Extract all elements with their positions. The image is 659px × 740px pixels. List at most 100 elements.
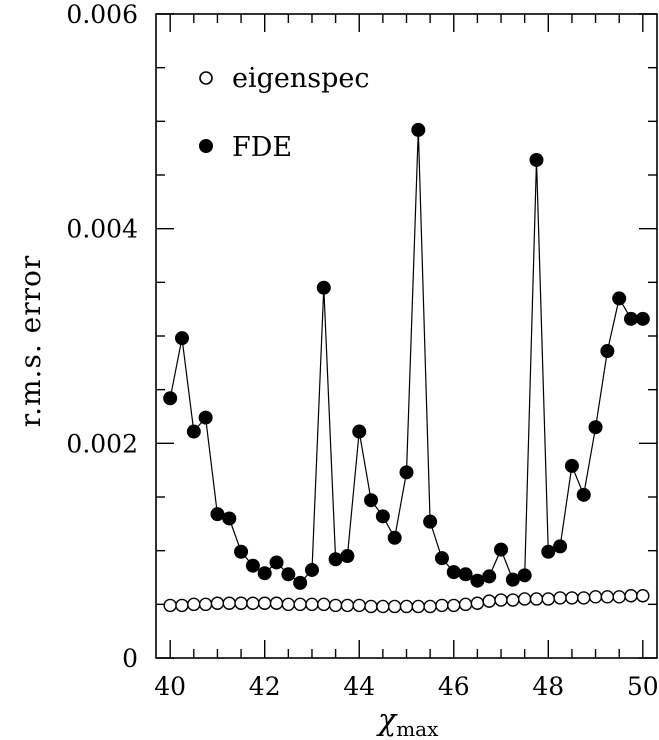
eigenspec-point — [387, 599, 402, 614]
eigenspec-point — [458, 597, 473, 612]
fde-point — [411, 122, 426, 137]
fde-line — [169, 129, 643, 584]
y-tick-label: 0.004 — [66, 215, 138, 244]
eigenspec-point — [411, 599, 426, 614]
eigenspec-point — [175, 598, 189, 613]
fde-point — [612, 291, 627, 306]
x-tick-label: 48 — [532, 672, 564, 701]
eigenspec-point — [612, 590, 626, 604]
fde-point — [529, 152, 544, 167]
eigenspec-point — [352, 598, 366, 613]
legend-marker-fde — [199, 139, 213, 153]
fde-point — [553, 539, 568, 554]
y-tick-label: 0.002 — [66, 429, 138, 458]
fde-point — [316, 280, 331, 295]
fde-point — [470, 573, 485, 588]
eigenspec-point — [577, 591, 591, 605]
fde-point — [234, 544, 249, 559]
plot-border — [155, 13, 658, 659]
x-tick-label: 50 — [627, 672, 659, 701]
eigenspec-point — [234, 596, 248, 610]
eigenspec-point — [541, 592, 555, 606]
fde-point — [434, 551, 449, 566]
x-tick-label: 46 — [438, 672, 470, 701]
axis-ticks — [156, 13, 657, 659]
eigenspec-point — [305, 597, 319, 612]
legend-marker-eigenspec — [199, 71, 213, 85]
fde-point — [387, 530, 402, 545]
x-axis-label-symbol: χ — [376, 703, 398, 738]
fde-point — [269, 555, 284, 570]
fde-point — [517, 568, 532, 583]
fde-point — [281, 567, 296, 582]
fde-point — [375, 509, 390, 524]
eigenspec-point — [435, 598, 449, 613]
eigenspec-point — [506, 593, 520, 607]
eigenspec-point — [636, 589, 650, 603]
fde-point — [174, 331, 189, 346]
data-points — [163, 122, 650, 614]
eigenspec-point — [423, 599, 437, 614]
fde-point — [304, 562, 319, 577]
eigenspec-point — [198, 597, 213, 612]
eigenspec-point — [364, 599, 378, 614]
fde-point — [245, 558, 260, 573]
fde-point — [494, 542, 509, 557]
eigenspec-point — [588, 590, 603, 604]
x-axis-label-subscript: max — [396, 717, 439, 740]
eigenspec-point — [624, 589, 638, 603]
fde-point — [186, 424, 201, 439]
fde-point — [198, 410, 213, 425]
eigenspec-point — [246, 596, 260, 610]
eigenspec-point — [600, 590, 615, 604]
fde-point — [399, 465, 414, 480]
eigenspec-point — [317, 597, 331, 612]
fde-point — [222, 511, 237, 526]
x-tick-label: 40 — [154, 672, 186, 701]
eigenspec-point — [447, 598, 461, 613]
legend-label-eigenspec: eigenspec — [232, 63, 370, 94]
fde-series-line — [169, 129, 643, 584]
fde-point — [364, 493, 379, 508]
x-tick-label: 42 — [249, 672, 281, 701]
x-tick-label: 44 — [343, 672, 375, 701]
fde-point — [564, 458, 579, 473]
eigenspec-point — [470, 596, 485, 610]
eigenspec-point — [399, 599, 414, 614]
eigenspec-point — [482, 594, 496, 608]
y-tick-label: 0 — [122, 644, 138, 673]
legend: eigenspec FDE — [199, 63, 370, 163]
eigenspec-point — [258, 596, 272, 610]
eigenspec-point — [222, 596, 236, 610]
eigenspec-point — [328, 598, 343, 613]
y-axis-label: r.m.s. error — [14, 255, 47, 427]
legend-label-fde: FDE — [232, 132, 292, 163]
eigenspec-point — [529, 592, 544, 606]
fde-point — [482, 569, 497, 584]
fde-point — [541, 544, 556, 559]
tick-labels: 40 42 44 46 48 50 0 0.002 0.004 0.006 — [66, 0, 658, 701]
fde-point — [352, 424, 367, 439]
eigenspec-point — [340, 598, 355, 613]
fde-point — [446, 565, 461, 580]
fde-point — [293, 575, 308, 590]
fde-point — [600, 344, 615, 359]
fde-point — [588, 420, 603, 435]
fde-point — [210, 507, 225, 522]
eigenspec-point — [293, 597, 307, 612]
fde-point — [635, 311, 650, 326]
fde-point — [505, 572, 520, 587]
fde-point — [576, 487, 591, 502]
eigenspec-point — [281, 597, 296, 612]
fde-point — [458, 567, 473, 582]
eigenspec-point — [553, 591, 567, 605]
y-tick-label: 0.006 — [66, 0, 138, 29]
fde-point — [340, 549, 355, 564]
eigenspec-point — [163, 598, 177, 613]
plot-frame — [155, 13, 658, 659]
fde-point — [624, 311, 639, 326]
eigenspec-point — [269, 596, 284, 610]
eigenspec-point — [565, 591, 579, 605]
fde-point — [163, 391, 178, 406]
